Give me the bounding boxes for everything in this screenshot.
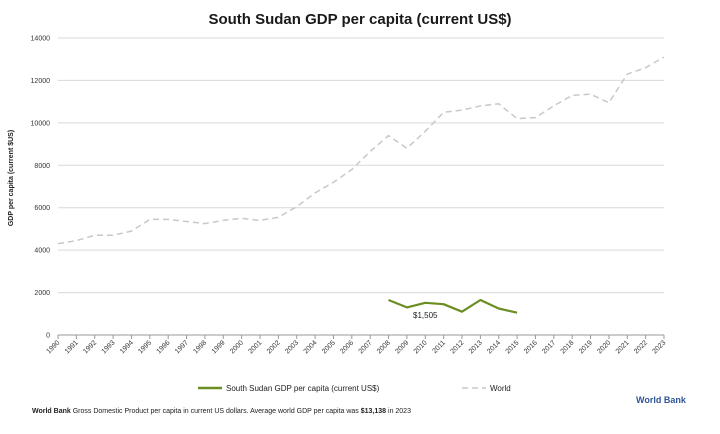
- footnote-text-end: in 2023: [386, 408, 411, 415]
- footnote-value: $13,138: [360, 408, 387, 415]
- x-tick-label: 2006: [339, 339, 355, 355]
- x-tick-label: 2018: [560, 339, 576, 355]
- chart-title: South Sudan GDP per capita (current US$): [208, 11, 511, 28]
- x-tick-label: 2011: [431, 339, 447, 355]
- y-tick-label: 10000: [31, 120, 51, 127]
- x-tick-label: 2004: [303, 339, 319, 355]
- x-tick-label: 2013: [468, 339, 484, 355]
- x-tick-label: 2016: [523, 339, 539, 355]
- x-tick-label: 2023: [651, 339, 667, 355]
- data-label: $1,505: [413, 311, 438, 320]
- footnote-text: Gross Domestic Product per capita in cur…: [70, 408, 361, 415]
- x-tick-label: 1993: [101, 339, 117, 355]
- x-tick-label: 2007: [358, 339, 374, 355]
- x-tick-label: 1999: [211, 339, 227, 355]
- x-tick-label: 2015: [505, 339, 521, 355]
- x-tick-label: 2003: [284, 339, 300, 355]
- x-tick-label: 2001: [247, 339, 263, 355]
- x-tick-label: 2019: [578, 339, 594, 355]
- y-tick-label: 12000: [31, 78, 51, 85]
- grid-layer: [58, 37, 664, 336]
- south-sudan-series-line: [388, 298, 518, 314]
- x-tick-label: 2002: [266, 339, 282, 355]
- y-tick-label: 6000: [34, 205, 50, 212]
- y-axis-title: GDP per capita (current $US): [8, 130, 15, 226]
- footnote-source: World Bank: [32, 408, 71, 415]
- footnote: World Bank Gross Domestic Product per ca…: [32, 408, 411, 415]
- x-tick-label: 2008: [376, 339, 392, 355]
- x-tick-label: 2020: [596, 339, 612, 355]
- x-tick-label: 2017: [541, 339, 557, 355]
- x-tick-label: 1992: [82, 339, 98, 355]
- x-tick-label: 2022: [633, 339, 649, 355]
- x-tick-label: 2010: [413, 339, 429, 355]
- axis-layer: 0 2000 4000 6000 8000 10000 12000 14000 1990 1991…: [31, 36, 668, 356]
- legend-label: World: [490, 384, 511, 393]
- x-tick-label: 2021: [615, 339, 631, 355]
- y-tick-label: 14000: [31, 36, 51, 43]
- x-tick-label: 1994: [119, 339, 135, 355]
- world-bank-logo: World Bank: [636, 395, 686, 405]
- x-tick-label: 2005: [321, 339, 337, 355]
- y-tick-label: 0: [46, 333, 50, 340]
- x-tick-label: 2000: [229, 339, 245, 355]
- y-tick-label: 4000: [34, 248, 50, 255]
- world-series-line: [57, 56, 665, 245]
- x-tick-label: 1995: [137, 339, 153, 355]
- x-tick-label: 2009: [394, 339, 410, 355]
- x-tick-label: 1991: [64, 339, 80, 355]
- x-tick-label: 1990: [45, 339, 61, 355]
- legend-label: South Sudan GDP per capita (current US$): [226, 384, 380, 393]
- x-tick-label: 1997: [174, 339, 190, 355]
- annotation-layer: $1,505: [413, 311, 438, 320]
- y-tick-label: 2000: [34, 290, 50, 297]
- x-tick-label: 1998: [192, 339, 208, 355]
- legend: South Sudan GDP per capita (current US$)…: [198, 384, 511, 393]
- x-tick-label: 2012: [449, 339, 465, 355]
- y-tick-label: 8000: [34, 163, 50, 170]
- x-tick-label: 1996: [156, 339, 172, 355]
- x-tick-label: 2014: [486, 339, 502, 355]
- series-layer: [57, 56, 665, 314]
